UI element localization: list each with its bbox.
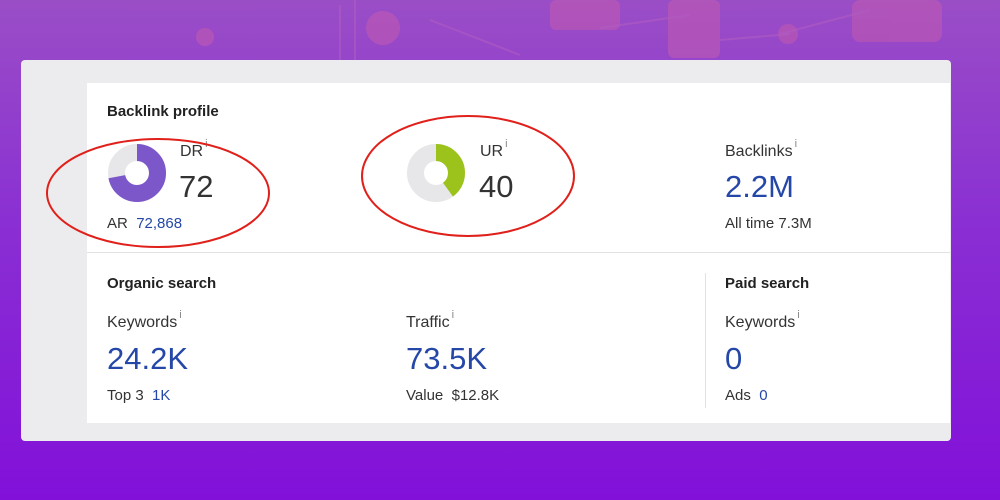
dr-value: 72 <box>179 169 214 204</box>
traffic-info-icon[interactable]: i <box>451 309 455 321</box>
paid-search-divider <box>705 273 706 408</box>
ur-value: 40 <box>479 169 514 204</box>
dr-label: DR i <box>180 138 208 160</box>
paid-keywords-label: Keywords i <box>725 309 800 331</box>
backlinks-value-link[interactable]: 2.2M <box>725 169 794 204</box>
paid-keywords-info-icon[interactable]: i <box>797 309 800 321</box>
ar-label: AR <box>107 215 128 232</box>
paid-ads-row: Ads 0 <box>725 387 768 404</box>
backlinks-all-time-value: 7.3M <box>778 215 812 232</box>
backlinks-info-icon[interactable]: i <box>794 138 798 150</box>
dr-info-icon[interactable]: i <box>205 138 208 150</box>
traffic-value-row: Value $12.8K <box>406 387 500 404</box>
organic-search-title: Organic search <box>107 275 217 292</box>
backlinks-all-time-row: All time 7.3M <box>725 215 812 232</box>
dr-donut-chart <box>108 144 166 202</box>
backlinks-label: Backlinks i <box>725 138 798 160</box>
overview-panel <box>87 83 950 423</box>
organic-keywords-info-icon[interactable]: i <box>179 309 182 321</box>
ar-row: AR 72,868 <box>107 215 182 232</box>
organic-keywords-value-link[interactable]: 24.2K <box>107 341 189 376</box>
ur-donut-chart <box>407 144 465 202</box>
traffic-dollar-value: $12.8K <box>451 387 500 404</box>
ur-label: UR i <box>480 138 508 160</box>
paid-ads-link[interactable]: 0 <box>759 387 768 404</box>
ur-info-icon[interactable]: i <box>505 138 508 150</box>
organic-top3-link[interactable]: 1K <box>152 387 171 404</box>
organic-keywords-label: Keywords i <box>107 309 182 331</box>
paid-search-title: Paid search <box>725 275 810 292</box>
paid-keywords-value-link[interactable]: 0 <box>725 341 743 376</box>
organic-top3-row: Top 3 1K <box>107 387 171 404</box>
traffic-label: Traffic i <box>406 309 455 331</box>
ar-value-link[interactable]: 72,868 <box>136 215 183 232</box>
traffic-value-link[interactable]: 73.5K <box>406 341 488 376</box>
background-decoration <box>196 0 942 60</box>
backlink-profile-title: Backlink profile <box>107 103 219 120</box>
section-divider <box>87 252 950 253</box>
